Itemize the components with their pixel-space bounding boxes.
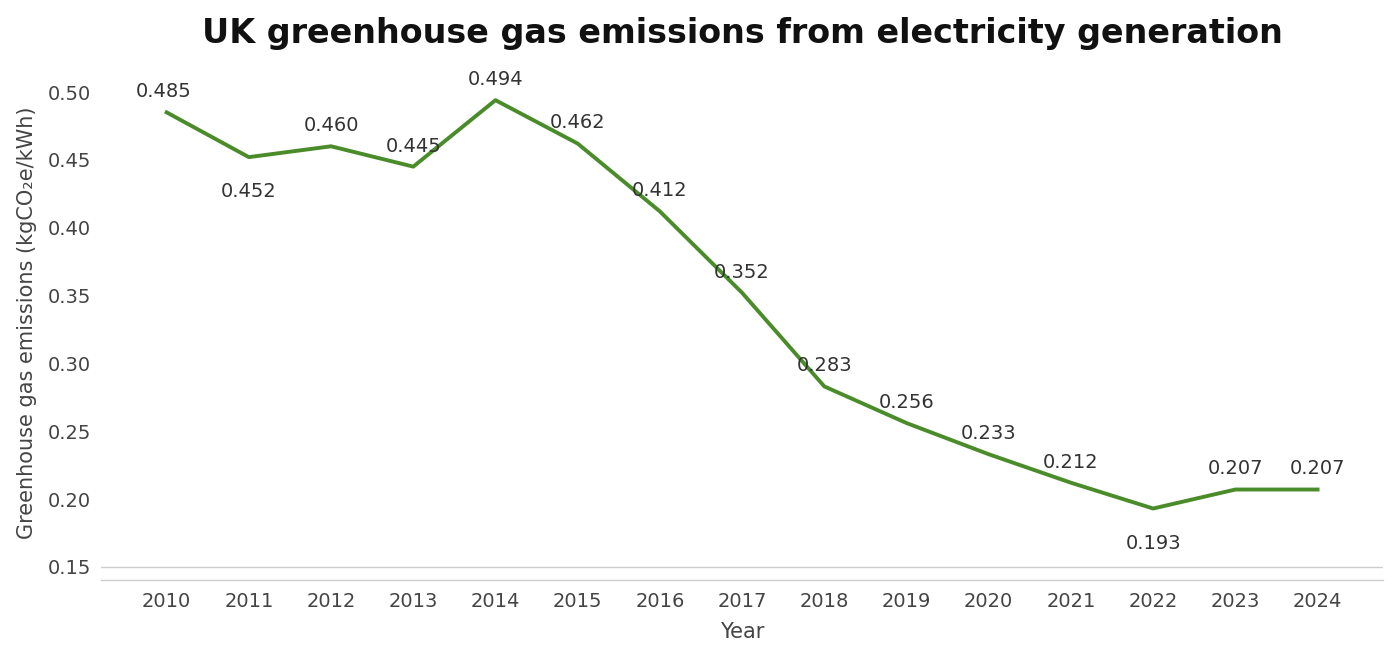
Text: 0.494: 0.494 [468,70,524,89]
X-axis label: Year: Year [720,622,764,643]
Text: 0.233: 0.233 [960,424,1016,443]
Text: 0.460: 0.460 [304,116,358,135]
Text: 0.207: 0.207 [1289,459,1345,478]
Text: 0.207: 0.207 [1208,459,1263,478]
Text: 0.212: 0.212 [1043,453,1099,472]
Text: 0.445: 0.445 [385,136,441,156]
Text: 0.352: 0.352 [714,263,770,281]
Title: UK greenhouse gas emissions from electricity generation: UK greenhouse gas emissions from electri… [202,16,1282,49]
Text: 0.412: 0.412 [631,181,687,200]
Text: 0.283: 0.283 [797,357,853,376]
Text: 0.452: 0.452 [221,182,277,201]
Text: 0.193: 0.193 [1126,534,1182,552]
Y-axis label: Greenhouse gas emissions (kgCO₂e/kWh): Greenhouse gas emissions (kgCO₂e/kWh) [17,106,36,539]
Text: 0.256: 0.256 [879,393,934,412]
Text: 0.462: 0.462 [550,113,605,132]
Text: 0.485: 0.485 [136,82,192,101]
